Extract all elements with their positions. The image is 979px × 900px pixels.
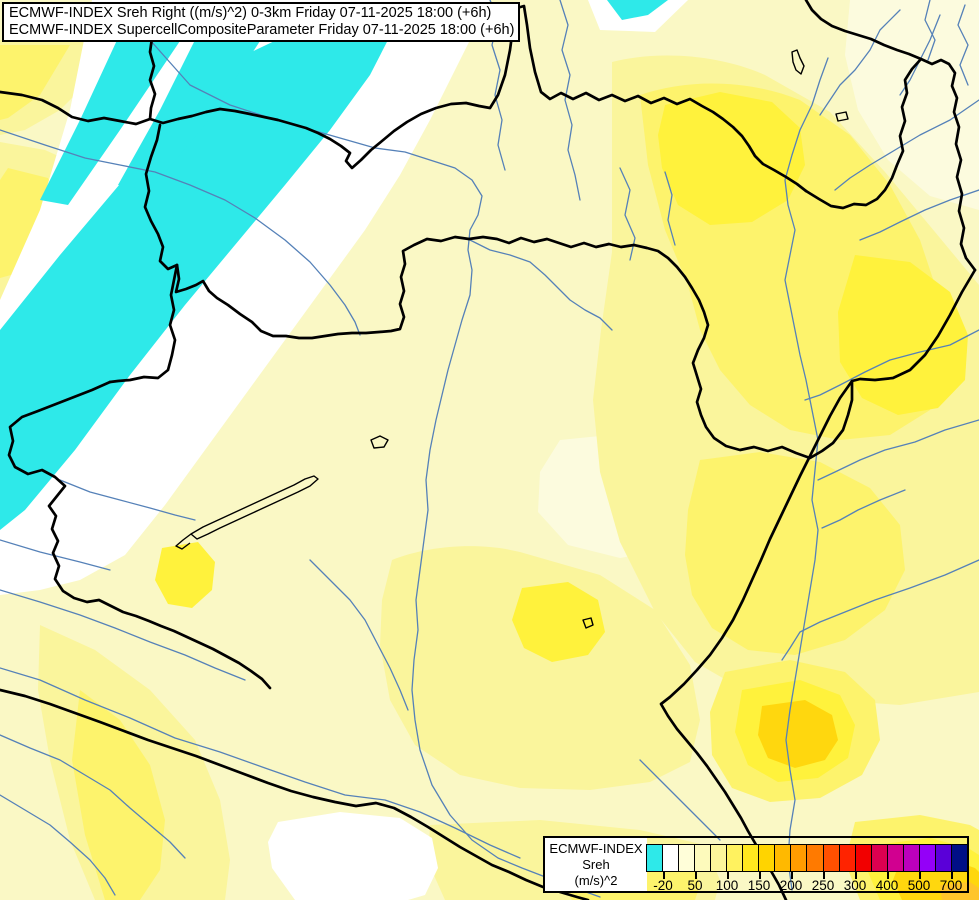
legend-tick (919, 872, 921, 879)
legend-tick-label: 300 (843, 878, 867, 893)
white-band-main (0, 0, 490, 595)
river-danube (149, 39, 601, 898)
legend-tick-label: 150 (747, 878, 771, 893)
river-koros1 (804, 329, 979, 401)
legend-tick-label: 400 (875, 878, 899, 893)
border-west-and-midline (143, 123, 854, 460)
lake-tisza-outline (791, 49, 805, 75)
legend-color-cell-3 (695, 845, 712, 871)
legend-color-cell-9 (791, 845, 808, 871)
river-raba (0, 129, 361, 336)
legend-tick-label: 100 (715, 878, 739, 893)
legend-color-cell-11 (823, 845, 840, 871)
yellow3-region-ne-bright2 (838, 255, 968, 415)
white-blob-bottomcenter (268, 812, 438, 900)
legend-color-cell-5 (727, 845, 744, 871)
river-drava (0, 667, 521, 859)
legend-tick (695, 872, 697, 879)
legend-colorbar (646, 844, 968, 872)
lakes (175, 49, 849, 629)
legend-color-cell-19 (951, 845, 967, 871)
legend-color-cell-16 (903, 845, 920, 871)
legend-tick-label: 200 (779, 878, 803, 893)
legend-tick (887, 872, 889, 879)
legend-color-cell-15 (887, 845, 904, 871)
legend-color-cell-4 (711, 845, 728, 871)
cyan-band-main (0, 36, 390, 530)
yellow3-region-ne-bright1 (658, 92, 805, 225)
title-line-2: ECMWF-INDEX SupercellCompositeParameter … (9, 22, 515, 38)
border-north (0, 4, 808, 193)
river-ne2 (834, 99, 979, 241)
legend-tick-label: 700 (939, 878, 963, 893)
legend-tick (791, 872, 793, 879)
legend-tick (823, 872, 825, 879)
border-south-drava (0, 688, 590, 900)
contour-white-regions (0, 0, 688, 900)
river-maros (781, 559, 979, 661)
legend-color-cell-1 (663, 845, 680, 871)
gold-region-se-core (758, 700, 838, 768)
cyan-sliver-top (607, 0, 668, 20)
legend-tick-label: 250 (811, 878, 835, 893)
river-southplain (0, 734, 721, 896)
legend-title-line-2: Sreh (582, 856, 610, 872)
legend-title-block: ECMWF-INDEX Sreh (m/s)^2 (545, 838, 647, 891)
river-slovak2 (559, 0, 581, 201)
lake-small-ne-outline (835, 111, 849, 122)
legend-color-cell-18 (935, 845, 952, 871)
legend-tick (727, 872, 729, 879)
river-mura (0, 589, 246, 681)
legend-color-cell-8 (775, 845, 792, 871)
border-northeast (804, 0, 977, 272)
yellow3-region-south-kernel (512, 582, 605, 662)
legend-color-cell-0 (647, 845, 664, 871)
legend-color-cell-17 (919, 845, 936, 871)
title-box: ECMWF-INDEX Sreh Right ((m/s)^2) 0-3km F… (2, 2, 520, 42)
legend-color-cell-10 (807, 845, 824, 871)
river-sio (309, 559, 409, 711)
legend-color-cell-12 (839, 845, 856, 871)
lake-velence-outline (370, 435, 389, 449)
yellow-region-southcentral (380, 546, 700, 790)
river-koros2 (817, 419, 979, 529)
legend-color-cell-13 (855, 845, 872, 871)
border-sw-link (108, 263, 179, 384)
river-ne-corner (924, 0, 969, 86)
border-ukraine-wedge (804, 57, 923, 210)
legend-box: ECMWF-INDEX Sreh (m/s)^2 -20 50 100 150 200 2… (543, 836, 969, 893)
river-zala (0, 479, 196, 571)
legend-color-cell-14 (871, 845, 888, 871)
legend-tick (951, 872, 953, 879)
legend-tick (759, 872, 761, 879)
legend-color-cell-7 (759, 845, 776, 871)
river-ipoly (469, 239, 613, 331)
border-west-connector (148, 36, 157, 121)
light-region-topright (845, 0, 979, 210)
legend-tick-label: 50 (687, 878, 703, 893)
yellow3-region-balaton-kernel (155, 542, 215, 608)
title-line-1: ECMWF-INDEX Sreh Right ((m/s)^2) 0-3km F… (9, 5, 492, 21)
lake-balaton-outline (175, 475, 319, 550)
yellow2-region-sw-kernel (72, 690, 165, 900)
legend-color-cell-6 (743, 845, 760, 871)
legend-tick-label: -20 (653, 878, 673, 893)
legend-tick (855, 872, 857, 879)
border-southwest-complex (7, 380, 272, 690)
legend-title-line-1: ECMWF-INDEX (549, 840, 643, 856)
yellow2-region-topleft-streak (0, 45, 70, 120)
cyan-stripe-west1 (40, 38, 182, 205)
legend-title-line-3: (m/s)^2 (574, 872, 618, 888)
legend-tick (663, 872, 665, 879)
lake-small-south-outline (582, 617, 594, 629)
border-east-southeast (659, 268, 977, 900)
legend-tick-label: 500 (907, 878, 931, 893)
legend-color-cell-2 (679, 845, 696, 871)
